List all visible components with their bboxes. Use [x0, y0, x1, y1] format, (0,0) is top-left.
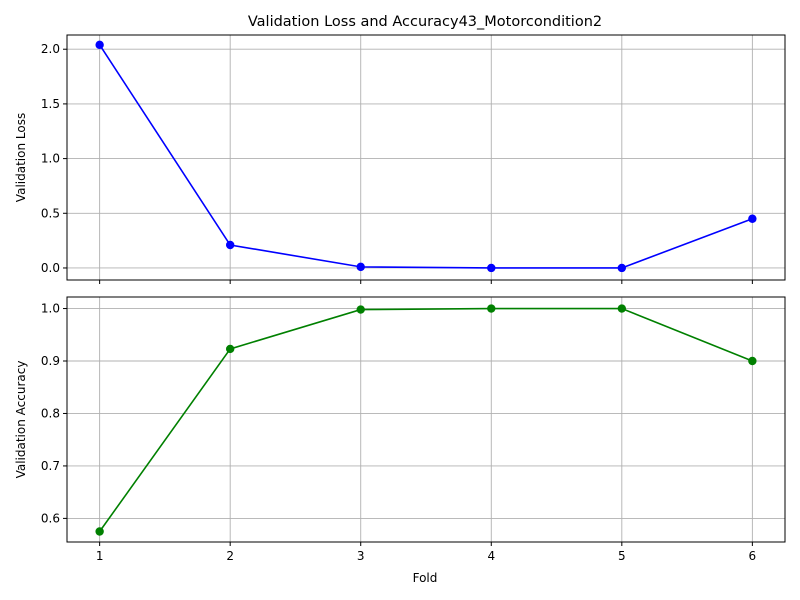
accuracy-data-point: [95, 527, 104, 536]
loss-y-tick-label: 1.0: [41, 152, 60, 166]
x-tick-label: 3: [357, 549, 365, 563]
loss-y-tick-label: 2.0: [41, 42, 60, 56]
loss-series-line: [98, 44, 753, 269]
accuracy-data-point: [225, 344, 235, 354]
accuracy-data-point: [617, 304, 627, 313]
loss-data-point: [225, 240, 235, 250]
x-tick-label: 5: [618, 549, 626, 563]
x-axis-label: Fold: [413, 571, 438, 585]
loss-subplot: 0.0 0.5 1.0 1.5 2.0 Validation Loss: [14, 34, 786, 284]
accuracy-axes-frame: [66, 296, 786, 543]
loss-data-point: [95, 40, 104, 50]
loss-y-tick-label: 0.0: [41, 261, 60, 275]
x-tick-label: 2: [226, 549, 234, 563]
x-tick-label: 4: [487, 549, 495, 563]
loss-data-point: [487, 263, 496, 273]
accuracy-data-point: [487, 304, 496, 313]
accuracy-series-line: [98, 307, 753, 532]
loss-axes-frame: [66, 34, 786, 281]
accuracy-y-tick-label: 0.8: [41, 406, 60, 420]
x-tick-label: 6: [749, 549, 757, 563]
accuracy-subplot: 0.6 0.7 0.8 0.9 1.0 1 2 3 4 5 6 Validation Accuracy: [14, 296, 786, 563]
accuracy-y-axis-label: Validation Accuracy: [14, 361, 28, 479]
loss-data-point: [356, 262, 365, 272]
loss-data-point: [617, 263, 627, 273]
loss-y-axis-label: Validation Loss: [14, 113, 28, 202]
x-tick-label: 1: [96, 549, 104, 563]
accuracy-y-tick-label: 0.6: [41, 511, 60, 525]
loss-y-tick-label: 1.5: [41, 97, 60, 111]
accuracy-y-tick-label: 0.9: [41, 354, 60, 368]
accuracy-data-point: [748, 356, 757, 366]
loss-y-tick-label: 0.5: [41, 206, 60, 220]
chart-title: Validation Loss and Accuracy43_Motorcond…: [248, 14, 602, 30]
accuracy-data-point: [356, 305, 365, 314]
accuracy-y-tick-label: 0.7: [41, 459, 60, 473]
accuracy-y-tick-label: 1.0: [41, 302, 60, 316]
loss-data-point: [748, 214, 757, 223]
